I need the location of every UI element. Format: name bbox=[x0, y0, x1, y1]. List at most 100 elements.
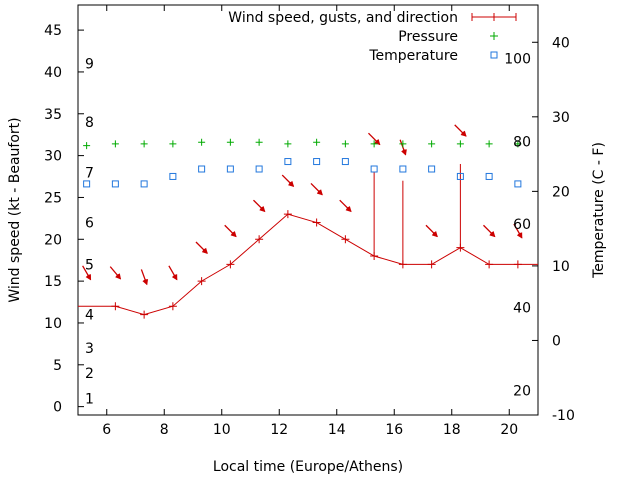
y2-axis-title: Temperature (C - F) bbox=[591, 142, 607, 279]
y-tick-label: 5 bbox=[53, 358, 62, 374]
temperature-point bbox=[226, 165, 234, 173]
wind-direction-arrow-head bbox=[401, 149, 407, 156]
x-tick-label: 8 bbox=[160, 422, 169, 438]
y-tick-label: 10 bbox=[44, 316, 62, 332]
wind-speed-point bbox=[485, 260, 494, 269]
pressure-point bbox=[456, 140, 464, 148]
temperature-point bbox=[83, 180, 91, 188]
pressure-point bbox=[111, 140, 119, 148]
x-tick-label: 12 bbox=[270, 422, 288, 438]
legend-symbol-wind-caps bbox=[471, 13, 517, 21]
temperature-point bbox=[428, 165, 436, 173]
y-tick-label: 15 bbox=[44, 274, 62, 290]
y2-tick-label: 20 bbox=[552, 184, 570, 200]
wind-direction-arrow bbox=[281, 174, 295, 187]
x-tick-label: 10 bbox=[213, 422, 231, 438]
beaufort-label: 8 bbox=[85, 115, 94, 131]
plot-frame bbox=[77, 4, 539, 416]
fahrenheit-label: 20 bbox=[513, 383, 531, 399]
wind-direction-arrow-head bbox=[85, 274, 92, 281]
y-tick-label: 35 bbox=[44, 107, 62, 123]
wind-speed-point bbox=[111, 302, 120, 311]
wind-direction-arrow bbox=[454, 124, 467, 137]
y2-tick-label: 30 bbox=[552, 110, 570, 126]
pressure-point bbox=[198, 138, 206, 146]
wind-direction-arrow-head bbox=[230, 231, 237, 238]
wind-direction-arrow bbox=[140, 269, 149, 286]
y-tick-label: 40 bbox=[44, 65, 62, 81]
pressure-point bbox=[514, 140, 522, 148]
pressure-point bbox=[399, 140, 407, 148]
beaufort-label: 7 bbox=[85, 165, 94, 181]
beaufort-label: 3 bbox=[85, 341, 94, 357]
y-tick-label: 20 bbox=[44, 232, 62, 248]
beaufort-label: 9 bbox=[85, 57, 94, 73]
wind-direction-arrow-head bbox=[201, 247, 208, 254]
wind-direction-arrow bbox=[483, 224, 496, 238]
pressure-point bbox=[370, 140, 378, 148]
wind-speed-point bbox=[283, 210, 292, 219]
wind-direction-arrow bbox=[339, 199, 352, 213]
x-tick-label: 14 bbox=[328, 422, 346, 438]
temperature-point bbox=[514, 180, 522, 188]
beaufort-label: 4 bbox=[85, 308, 94, 324]
wind-direction-arrow-head bbox=[489, 231, 496, 238]
wind-direction-arrow bbox=[513, 223, 523, 239]
y-tick-label: 30 bbox=[44, 149, 62, 165]
temperature-point bbox=[485, 172, 493, 180]
fahrenheit-label: 80 bbox=[513, 134, 531, 150]
temperature-point bbox=[111, 180, 119, 188]
x-tick-label: 16 bbox=[385, 422, 403, 438]
pressure-point bbox=[226, 138, 234, 146]
wind-direction-arrow bbox=[310, 182, 323, 196]
beaufort-label: 5 bbox=[85, 257, 94, 273]
wind-speed-point bbox=[456, 243, 465, 252]
y-tick-label: 25 bbox=[44, 190, 62, 206]
wind-speed-point bbox=[513, 260, 522, 269]
y-tick-label: 45 bbox=[44, 23, 62, 39]
pressure-point bbox=[313, 138, 321, 146]
temperature-point bbox=[140, 180, 148, 188]
wind-direction-arrow bbox=[82, 265, 92, 281]
wind-direction-arrow-head bbox=[288, 180, 295, 187]
wind-speed-point bbox=[226, 260, 235, 269]
wind-speed-point bbox=[427, 260, 436, 269]
pressure-point bbox=[284, 140, 292, 148]
wind-direction-arrow-head bbox=[259, 206, 266, 213]
pressure-point bbox=[428, 140, 436, 148]
wind-direction-arrow bbox=[109, 266, 122, 280]
fahrenheit-label: 60 bbox=[513, 217, 531, 233]
wind-speed-point bbox=[341, 235, 350, 244]
legend-symbol-pressure bbox=[490, 32, 498, 40]
wind-speed-point bbox=[140, 310, 149, 319]
wind-direction-arrow-head bbox=[142, 279, 149, 286]
wind-direction-arrow-head bbox=[431, 231, 438, 238]
temperature-point bbox=[341, 158, 349, 166]
wind-direction-arrow bbox=[195, 241, 208, 254]
y2-tick-label: 40 bbox=[552, 35, 570, 51]
wind-speed-point bbox=[370, 252, 379, 261]
temperature-point bbox=[284, 158, 292, 166]
temperature-point bbox=[255, 165, 263, 173]
legend-symbol-temperature bbox=[490, 51, 498, 59]
beaufort-label: 2 bbox=[85, 366, 94, 382]
pressure-point bbox=[255, 138, 263, 146]
temperature-point bbox=[370, 165, 378, 173]
temperature-point bbox=[456, 172, 464, 180]
wind-direction-arrow-head bbox=[115, 273, 122, 280]
legend-label-wind: Wind speed, gusts, and direction bbox=[228, 10, 458, 26]
wind-speed-point bbox=[197, 277, 206, 286]
y-tick-label: 0 bbox=[53, 400, 62, 416]
temperature-point bbox=[313, 158, 321, 166]
temperature-point bbox=[198, 165, 206, 173]
wind-speed-line bbox=[78, 213, 538, 316]
wind-direction-arrow bbox=[224, 224, 237, 238]
y2-tick-label: 0 bbox=[552, 333, 561, 349]
pressure-point bbox=[140, 140, 148, 148]
fahrenheit-label: 100 bbox=[504, 52, 531, 68]
pressure-point bbox=[341, 140, 349, 148]
wind-speed-point bbox=[168, 302, 177, 311]
temperature-point bbox=[399, 165, 407, 173]
wind-direction-arrow-head bbox=[316, 189, 323, 196]
